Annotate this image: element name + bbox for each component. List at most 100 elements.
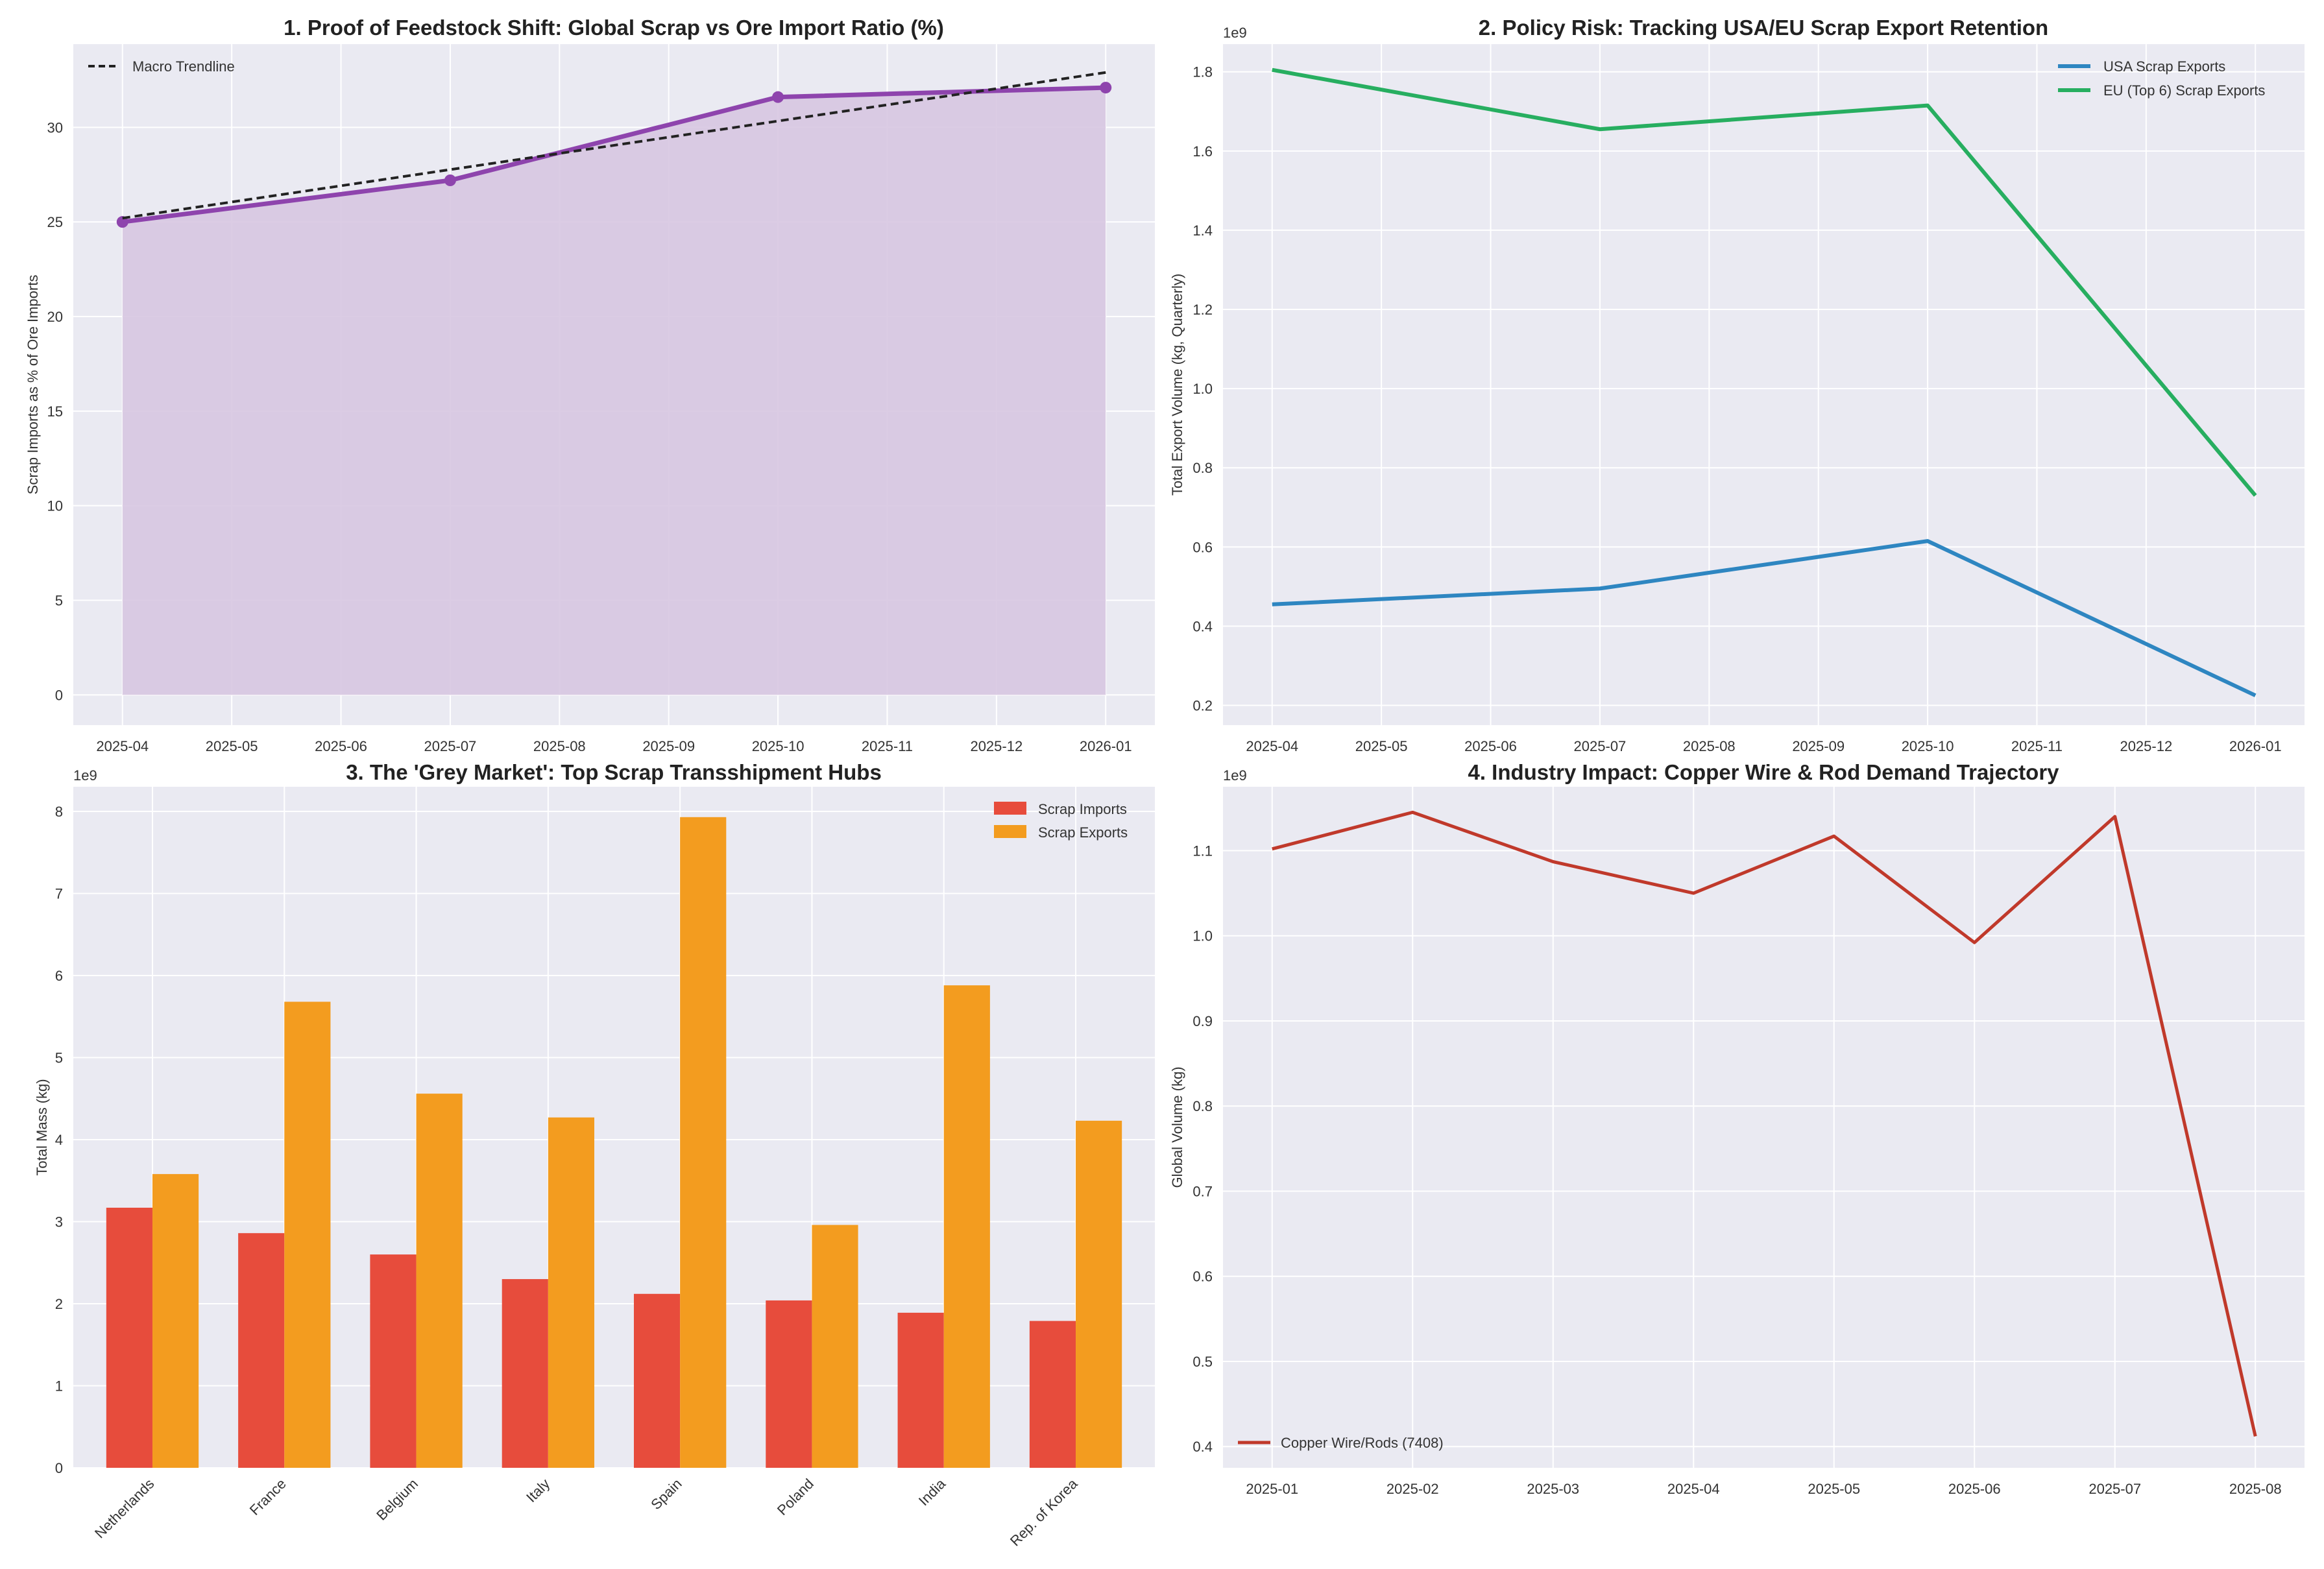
legend: Scrap Imports Scrap Exports — [994, 801, 1128, 841]
y-tick-label: 1.4 — [1192, 222, 1213, 239]
x-tick-label: 2025-05 — [1808, 1481, 1860, 1497]
x-tick-label: 2025-04 — [1246, 738, 1298, 754]
chart-title: 1. Proof of Feedstock Shift: Global Scra… — [284, 16, 944, 40]
x-tick-label: 2025-09 — [1792, 738, 1845, 754]
macro-trendline — [122, 71, 1106, 220]
y-tick-label: 0.4 — [1192, 618, 1213, 634]
y-axis-offset: 1e9 — [1223, 25, 1247, 41]
bar-scrap-imports — [106, 1207, 152, 1468]
legend: USA Scrap Exports EU (Top 6) Scrap Expor… — [2058, 58, 2265, 99]
gridlines — [1223, 44, 2305, 725]
bar-scrap-imports — [502, 1279, 548, 1468]
gridlines — [1223, 787, 2305, 1468]
y-tick-label: 4 — [55, 1132, 63, 1148]
x-tick-label: 2025-06 — [1948, 1481, 2001, 1497]
x-tick-label: 2025-07 — [424, 738, 477, 754]
x-tick-labels: 2025-01 2025-02 2025-03 2025-04 2025-05 2025-… — [1246, 1481, 2281, 1497]
y-tick-label: 1.1 — [1192, 843, 1213, 859]
chart-marks — [1272, 67, 2257, 697]
chart-marks — [1272, 810, 2257, 1437]
bar-scrap-exports — [1076, 1120, 1122, 1468]
area-fill-scrap-ore-ratio — [122, 88, 1106, 695]
y-tick-label: 15 — [47, 403, 63, 420]
bar-scrap-exports — [680, 817, 727, 1468]
data-point — [444, 174, 456, 186]
bar-scrap-exports — [548, 1117, 595, 1468]
bar-scrap-imports — [370, 1254, 417, 1468]
x-tick-label: 2025-05 — [206, 738, 258, 754]
y-tick-labels: 0.4 0.5 0.6 0.7 0.8 0.9 1.0 1.1 — [1192, 843, 1213, 1455]
y-tick-label: 30 — [47, 119, 63, 136]
plot-area — [1223, 44, 2305, 725]
x-tick-label: 2025-05 — [1355, 738, 1408, 754]
bar-scrap-exports — [284, 1001, 331, 1468]
x-tick-label: Belgium — [373, 1476, 421, 1524]
y-tick-label: 1.0 — [1192, 381, 1213, 397]
x-tick-label: 2025-08 — [2229, 1481, 2282, 1497]
y-tick-label: 0.6 — [1192, 539, 1213, 555]
bar-scrap-imports — [1029, 1321, 1076, 1468]
plot-area — [1223, 787, 2305, 1468]
y-tick-label: 0.6 — [1192, 1269, 1213, 1285]
x-tick-label: 2025-12 — [2120, 738, 2172, 754]
y-tick-label: 1.6 — [1192, 143, 1213, 160]
y-tick-label: 0.5 — [1192, 1354, 1213, 1370]
legend-label-trendline: Macro Trendline — [132, 58, 235, 75]
y-tick-label: 0.2 — [1192, 697, 1213, 713]
y-tick-label: 0.4 — [1192, 1439, 1213, 1455]
x-tick-label: 2025-07 — [2088, 1481, 2141, 1497]
y-tick-label: 2 — [55, 1296, 63, 1312]
bar-scrap-exports — [416, 1094, 463, 1468]
series-line-eu-scrap-exports — [1272, 67, 2257, 497]
chart-panel-grey-market: Netherlands France Belgium Italy Spain Poland… — [34, 760, 1155, 1550]
chart-panel-policy-risk: 2025-04 2025-05 2025-06 2025-07 2025-08 2025-… — [1169, 16, 2305, 754]
y-tick-label: 3 — [55, 1214, 63, 1230]
x-tick-label: 2025-11 — [2011, 738, 2063, 754]
y-tick-label: 0.9 — [1192, 1013, 1213, 1029]
y-axis-offset: 1e9 — [73, 767, 97, 784]
x-tick-label: 2025-08 — [1683, 738, 1736, 754]
y-tick-labels: 0 5 10 15 20 25 30 — [47, 119, 63, 703]
bar-scrap-exports — [943, 985, 990, 1468]
y-tick-label: 25 — [47, 214, 63, 230]
chart-marks — [106, 817, 1122, 1468]
legend-label-imports: Scrap Imports — [1038, 801, 1127, 817]
x-tick-labels: 2025-04 2025-05 2025-06 2025-07 2025-08 2025-… — [1246, 738, 2281, 754]
x-tick-label: Netherlands — [91, 1476, 158, 1542]
y-tick-label: 6 — [55, 968, 63, 984]
x-tick-label: 2025-06 — [315, 738, 367, 754]
legend: Copper Wire/Rods (7408) — [1238, 1435, 1444, 1451]
x-tick-label: Italy — [523, 1476, 553, 1505]
y-tick-label: 8 — [55, 804, 63, 820]
x-tick-label: 2025-04 — [96, 738, 149, 754]
y-tick-label: 0.8 — [1192, 1098, 1213, 1114]
x-tick-label: 2025-10 — [1902, 738, 1954, 754]
data-point — [1100, 82, 1112, 94]
series-line-usa-scrap-exports — [1272, 539, 2257, 697]
y-axis-offset: 1e9 — [1223, 767, 1247, 784]
chart-panel-copper-demand: 2025-01 2025-02 2025-03 2025-04 2025-05 2025-… — [1169, 760, 2305, 1497]
x-tick-label: 2025-02 — [1386, 1481, 1439, 1497]
chart-panel-feedstock-shift: 2025-04 2025-05 2025-06 2025-07 2025-08 2025-… — [25, 16, 1155, 754]
x-tick-label: 2025-06 — [1464, 738, 1517, 754]
x-tick-label: 2025-10 — [752, 738, 805, 754]
y-tick-label: 5 — [55, 593, 63, 609]
y-tick-label: 0 — [55, 1460, 63, 1476]
x-tick-label: 2025-03 — [1527, 1481, 1579, 1497]
y-tick-label: 1.0 — [1192, 928, 1213, 944]
y-tick-label: 1 — [55, 1378, 63, 1394]
legend: Macro Trendline — [88, 58, 235, 75]
x-tick-label: Rep. of Korea — [1007, 1475, 1081, 1549]
x-tick-label: 2025-08 — [533, 738, 586, 754]
y-tick-label: 0.8 — [1192, 460, 1213, 476]
x-tick-label: 2025-07 — [1574, 738, 1627, 754]
y-tick-label: 7 — [55, 885, 63, 902]
x-tick-label: 2026-01 — [2229, 738, 2282, 754]
y-axis-label: Total Mass (kg) — [34, 1079, 50, 1175]
y-axis-label: Total Export Volume (kg, Quarterly) — [1169, 274, 1185, 496]
x-tick-label: India — [915, 1475, 949, 1509]
x-tick-labels: Netherlands France Belgium Italy Spain Poland… — [91, 1475, 1081, 1549]
y-tick-label: 5 — [55, 1049, 63, 1066]
plot-area — [73, 787, 1155, 1468]
